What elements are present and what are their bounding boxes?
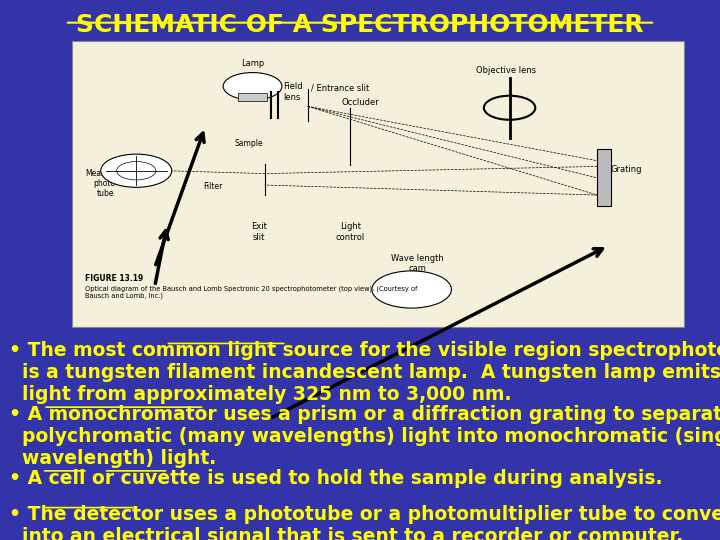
Text: Light
control: Light control — [336, 222, 365, 241]
Text: Optical diagram of the Bausch and Lomb Spectronic 20 spectrophotometer (top view: Optical diagram of the Bausch and Lomb S… — [86, 285, 418, 299]
Text: Filter: Filter — [204, 182, 223, 191]
Text: Exit
slit: Exit slit — [251, 222, 266, 241]
Text: Occluder: Occluder — [341, 98, 379, 106]
Text: / Entrance slit: / Entrance slit — [311, 83, 369, 92]
Text: • The most common light source for the visible region spectrophotometry
  is a t: • The most common light source for the v… — [9, 341, 720, 404]
Text: • The detector uses a phototube or a photomultiplier tube to convert light
  int: • The detector uses a phototube or a pho… — [9, 505, 720, 540]
Ellipse shape — [372, 271, 451, 308]
Ellipse shape — [101, 154, 172, 187]
Text: • A cell or cuvette is used to hold the sample during analysis.: • A cell or cuvette is used to hold the … — [9, 469, 662, 488]
Text: FIGURE 13.19: FIGURE 13.19 — [86, 274, 144, 283]
Text: Sample: Sample — [234, 139, 263, 148]
Ellipse shape — [223, 72, 282, 100]
Text: Measuring
photo-
tube: Measuring photo- tube — [86, 168, 126, 199]
Text: Lamp: Lamp — [241, 59, 264, 68]
Text: Field
lens: Field lens — [283, 82, 303, 102]
Text: Wave length
cam: Wave length cam — [392, 254, 444, 273]
Text: SCHEMATIC OF A SPECTROPHOTOMETER: SCHEMATIC OF A SPECTROPHOTOMETER — [76, 14, 644, 37]
Bar — [597, 149, 611, 206]
Text: Objective lens: Objective lens — [476, 66, 536, 75]
Bar — [72, 40, 684, 327]
Bar — [238, 93, 266, 102]
Text: • A monochromator uses a prism or a diffraction grating to separate
  polychroma: • A monochromator uses a prism or a diff… — [9, 405, 720, 468]
Text: Grating: Grating — [611, 165, 642, 174]
